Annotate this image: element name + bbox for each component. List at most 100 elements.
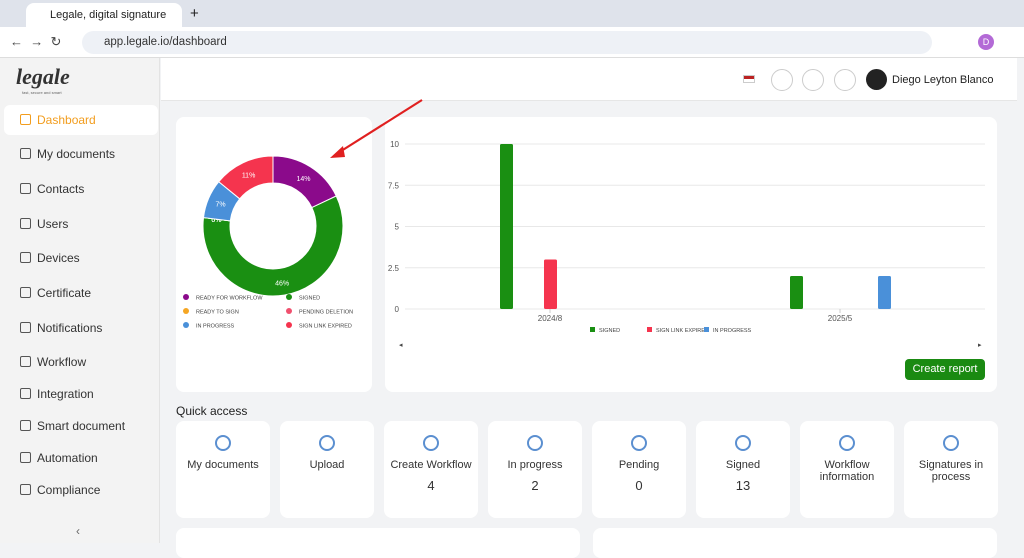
nav-icon <box>20 420 31 431</box>
legend-label: PENDING DELETION <box>299 310 353 316</box>
flag[interactable] <box>743 75 755 83</box>
quick-count: 0 <box>635 478 643 493</box>
quick-card[interactable]: Signatures in process <box>904 421 998 518</box>
legend-dot <box>183 322 189 328</box>
quick-count: 4 <box>427 478 435 493</box>
quick-icon <box>527 435 543 451</box>
bell[interactable] <box>802 69 824 91</box>
quick-icon <box>319 435 335 451</box>
nav-icon <box>20 148 31 159</box>
nav-item[interactable]: Smart document <box>4 411 158 441</box>
quick-icon <box>215 435 231 451</box>
quick-icon <box>735 435 751 451</box>
nav-item[interactable]: Contacts <box>4 174 158 204</box>
quick-card[interactable]: Upload <box>280 421 374 518</box>
quick-label: My documents <box>187 459 259 471</box>
bar-card <box>385 117 997 392</box>
legend-label: SIGNED <box>299 296 320 302</box>
quick-label: Create Workflow <box>390 459 472 471</box>
user-name[interactable]: Diego Leyton Blanco <box>892 74 994 86</box>
address-bar: ← → ↻ app.legale.io/dashboard D <box>0 27 1024 58</box>
quick-card[interactable]: Create Workflow 4 <box>384 421 478 518</box>
quick-label: Signed <box>725 459 761 471</box>
nav-item[interactable]: Dashboard <box>4 105 158 135</box>
quick-label: Workflow information <box>819 459 875 483</box>
quick-label: In progress <box>507 459 563 471</box>
legend-label: SIGNED <box>599 328 620 334</box>
nav-icon <box>20 452 31 463</box>
y-tick-label: 7.5 <box>388 181 400 190</box>
theme[interactable] <box>834 69 856 91</box>
slice-label: 0% <box>211 217 221 224</box>
quick-icon <box>839 435 855 451</box>
nav-item[interactable]: My documents <box>4 139 158 169</box>
y-tick-label: 0 <box>395 305 400 314</box>
profile[interactable]: D <box>978 34 994 50</box>
quick-icon <box>943 435 959 451</box>
quick-card[interactable]: Pending 0 <box>592 421 686 518</box>
y-tick-label: 10 <box>390 140 399 149</box>
legend-dot <box>286 308 292 314</box>
legend-dot <box>183 308 189 314</box>
create-report[interactable]: Create report <box>905 359 985 380</box>
bar <box>500 144 513 309</box>
quick-count: 2 <box>531 478 539 493</box>
bar <box>790 276 803 309</box>
nav-icon <box>20 388 31 399</box>
y-tick-label: 5 <box>395 223 400 232</box>
url[interactable]: app.legale.io/dashboard <box>82 31 932 54</box>
quick-icon <box>423 435 439 451</box>
nav-item[interactable]: Devices <box>4 243 158 273</box>
quick-card[interactable]: Signed 13 <box>696 421 790 518</box>
nav-icon <box>20 287 31 298</box>
x-tick-label: 2025/5 <box>828 314 853 323</box>
legend-label: IN PROGRESS <box>713 328 752 334</box>
nav-item[interactable]: Notifications <box>4 313 158 343</box>
avatar[interactable] <box>866 69 887 90</box>
support[interactable] <box>771 69 793 91</box>
nav-item[interactable]: Automation <box>4 443 158 473</box>
nav-icon <box>20 183 31 194</box>
slice-label: 14% <box>296 176 310 183</box>
bar <box>878 276 891 309</box>
tab-bar: Legale, digital signature + <box>0 0 1024 27</box>
slice-label: 11% <box>242 173 256 180</box>
quick-access-title: Quick access <box>176 404 248 418</box>
quick-card[interactable]: In progress 2 <box>488 421 582 518</box>
new-tab[interactable]: + <box>190 5 199 22</box>
quick-label: Upload <box>309 459 345 471</box>
legend-dot <box>286 322 292 328</box>
nav-buttons[interactable]: ← → ↻ <box>10 34 62 49</box>
legend-swatch <box>704 327 709 332</box>
tagline: fast, secure and smart <box>22 90 62 95</box>
legend-label: SIGN LINK EXPIRED <box>656 328 709 334</box>
slice-label: 0% <box>211 217 221 224</box>
annotation-arrow <box>337 99 423 154</box>
nav-icon <box>20 218 31 229</box>
nav-item[interactable]: Integration <box>4 379 158 409</box>
nav-item[interactable]: Users <box>4 209 158 239</box>
legend-swatch <box>590 327 595 332</box>
legend-dot <box>183 294 189 300</box>
nav-icon <box>20 322 31 333</box>
legend-swatch <box>647 327 652 332</box>
nav-item[interactable]: Workflow <box>4 347 158 377</box>
tab[interactable]: Legale, digital signature <box>26 3 182 27</box>
y-tick-label: 2.5 <box>388 264 400 273</box>
slice-label: 7% <box>215 202 225 209</box>
sidebar: legale fast, secure and smart ‹ Dashboar… <box>0 58 160 543</box>
logo: legale <box>16 64 70 89</box>
quick-card[interactable]: Workflow information <box>800 421 894 518</box>
arrow-head <box>330 146 345 158</box>
quick-label: Signatures in process <box>918 459 984 483</box>
quick-card[interactable]: My documents <box>176 421 270 518</box>
donut-slice <box>202 195 344 297</box>
nav-icon <box>20 252 31 263</box>
quick-icon <box>631 435 647 451</box>
header: Diego Leyton Blanco <box>161 58 1017 101</box>
nav-item[interactable]: Certificate <box>4 278 158 308</box>
legend-label: READY TO SIGN <box>196 310 239 316</box>
collapse[interactable]: ‹ <box>76 524 80 538</box>
nav-item[interactable]: Compliance <box>4 475 158 505</box>
